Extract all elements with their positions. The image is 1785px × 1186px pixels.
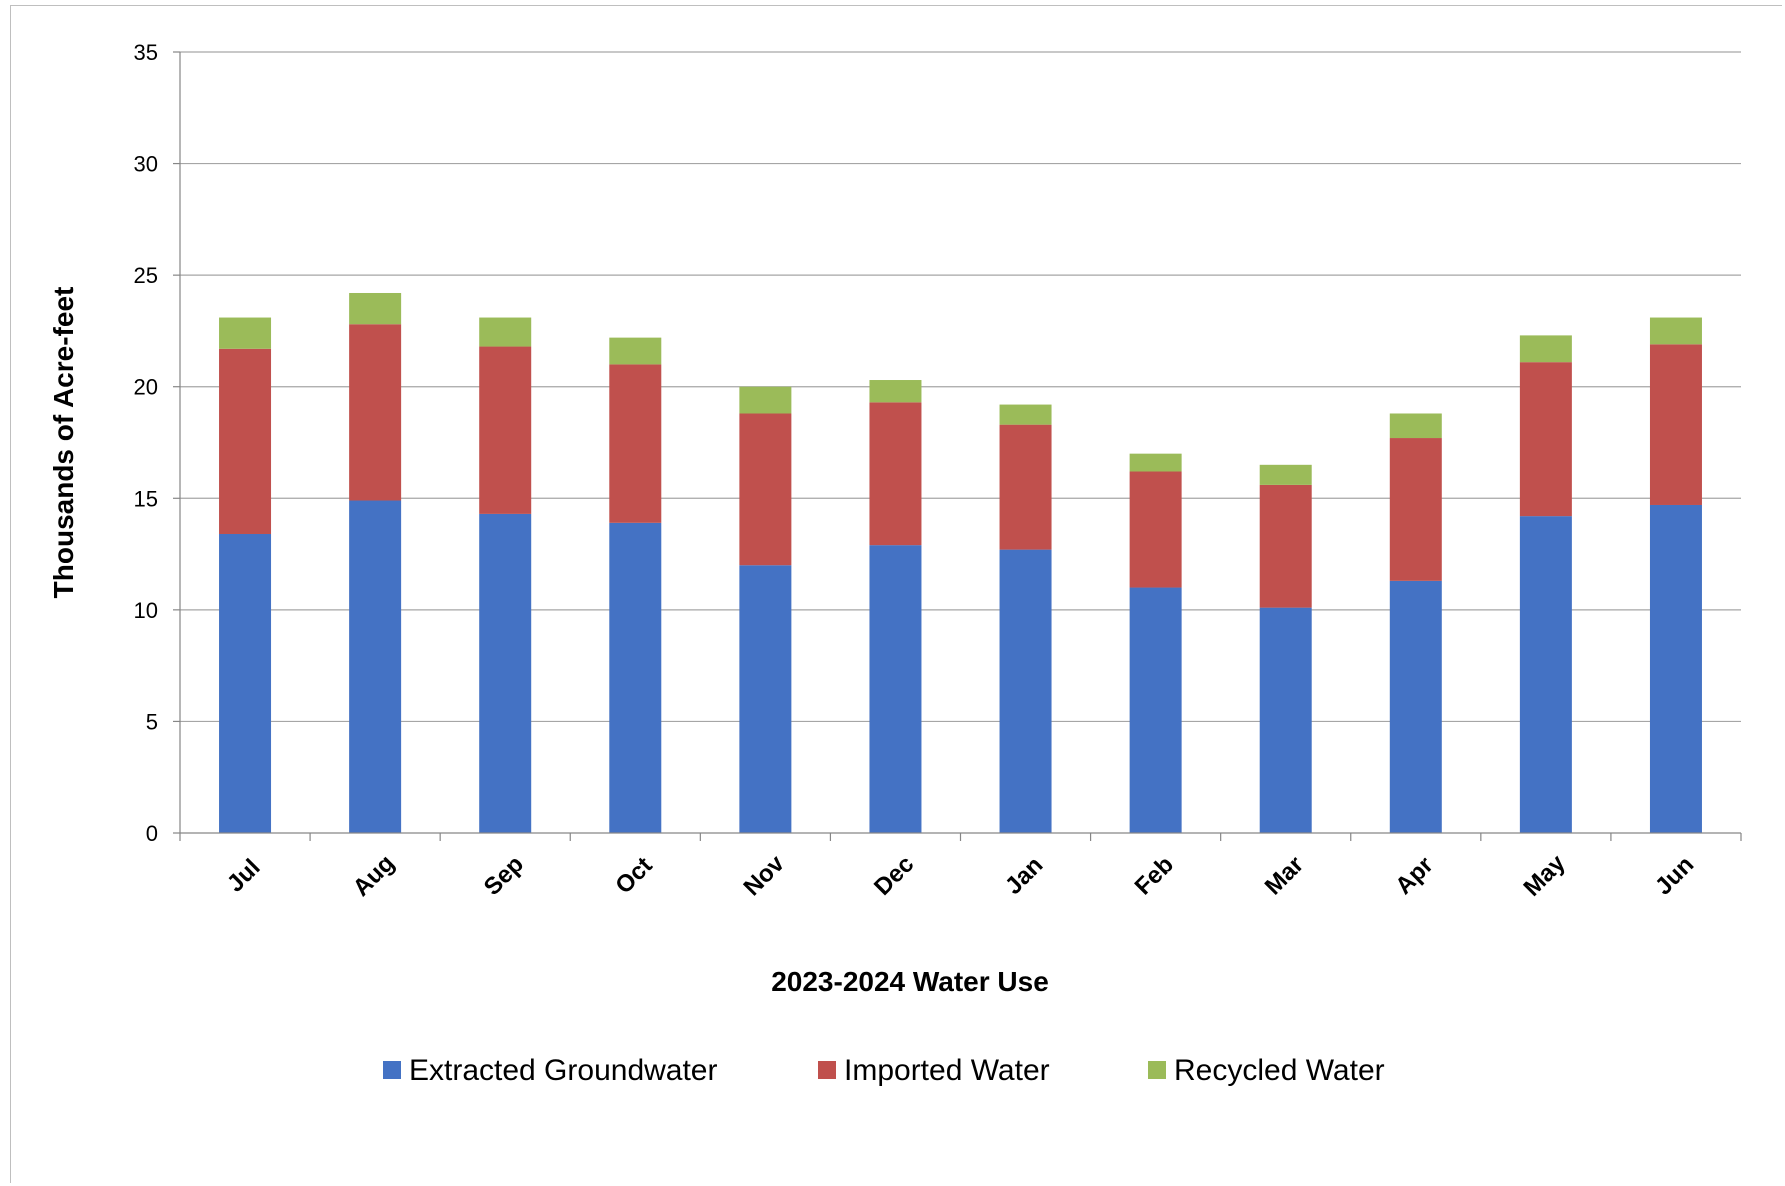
bar-segment bbox=[1259, 464, 1312, 485]
legend-swatch bbox=[383, 1061, 401, 1079]
bar-segment bbox=[479, 346, 532, 514]
x-tick-label: Mar bbox=[1260, 851, 1309, 900]
x-tick-label: Feb bbox=[1130, 851, 1179, 900]
bar-segment bbox=[1649, 344, 1702, 505]
y-tick-label: 20 bbox=[134, 375, 158, 400]
bar-segment bbox=[739, 413, 792, 566]
bar-segment bbox=[219, 348, 272, 534]
bar-segment bbox=[219, 317, 272, 349]
bar-segment bbox=[1259, 607, 1312, 833]
y-tick-label: 35 bbox=[134, 40, 158, 65]
x-tick-label: Dec bbox=[869, 851, 919, 901]
x-tick-label: Jul bbox=[222, 854, 266, 898]
bar-segment bbox=[1389, 438, 1442, 581]
y-tick-label: 30 bbox=[134, 152, 158, 177]
bar-segment bbox=[739, 565, 792, 833]
bar-segment bbox=[999, 549, 1052, 833]
bar-segment bbox=[609, 337, 662, 365]
x-tick-label: Nov bbox=[738, 850, 790, 902]
x-tick-label: Sep bbox=[479, 851, 529, 901]
legend: Extracted Groundwater Imported Water Recyc… bbox=[383, 1054, 1385, 1087]
bars bbox=[219, 292, 1702, 833]
bar-segment bbox=[1649, 504, 1702, 833]
bar-segment bbox=[1129, 587, 1182, 833]
bar-segment bbox=[1259, 484, 1312, 608]
x-tick-label: Apr bbox=[1390, 852, 1438, 900]
x-tick-label: Jan bbox=[1000, 852, 1048, 900]
legend-label: Imported Water bbox=[844, 1054, 1050, 1087]
gridlines bbox=[180, 51, 1741, 723]
bar-segment bbox=[349, 292, 402, 325]
x-tick-label: Jun bbox=[1650, 851, 1699, 900]
bar-segment bbox=[869, 545, 922, 833]
y-tick-label: 5 bbox=[146, 709, 158, 734]
y-tick-label: 0 bbox=[146, 821, 158, 846]
bar-segment bbox=[479, 317, 532, 347]
bar-segment bbox=[869, 402, 922, 546]
x-tick-label: May bbox=[1519, 849, 1572, 902]
y-tick-label: 25 bbox=[134, 263, 158, 288]
legend-label: Extracted Groundwater bbox=[409, 1054, 717, 1087]
y-tick-label: 10 bbox=[134, 598, 158, 623]
y-axis-title: Thousands of Acre-feet bbox=[48, 287, 79, 599]
x-axis-title: 2023-2024 Water Use bbox=[771, 966, 1049, 997]
bar-segment bbox=[999, 404, 1052, 425]
bar-segment bbox=[999, 424, 1052, 550]
bar-segment bbox=[1519, 335, 1572, 363]
x-tick-label: Aug bbox=[348, 850, 400, 902]
x-tick-label: Oct bbox=[610, 852, 657, 899]
bar-segment bbox=[739, 386, 792, 414]
bar-segment bbox=[609, 522, 662, 833]
bar-segment bbox=[1129, 453, 1182, 472]
bar-segment bbox=[1519, 516, 1572, 833]
bar-segment bbox=[869, 380, 922, 403]
legend-swatch bbox=[818, 1061, 836, 1079]
chart-frame bbox=[10, 5, 1782, 1183]
bar-segment bbox=[609, 364, 662, 523]
legend-label: Recycled Water bbox=[1174, 1054, 1385, 1087]
bar-segment bbox=[479, 513, 532, 833]
bar-segment bbox=[349, 324, 402, 501]
bar-segment bbox=[219, 533, 272, 833]
bar-segment bbox=[1389, 580, 1442, 833]
bar-segment bbox=[1649, 317, 1702, 345]
bar-segment bbox=[1129, 471, 1182, 588]
legend-swatch bbox=[1148, 1061, 1166, 1079]
bar-segment bbox=[349, 500, 402, 833]
bar-segment bbox=[1389, 413, 1442, 439]
bar-segment bbox=[1519, 362, 1572, 517]
y-tick-label: 15 bbox=[134, 486, 158, 511]
